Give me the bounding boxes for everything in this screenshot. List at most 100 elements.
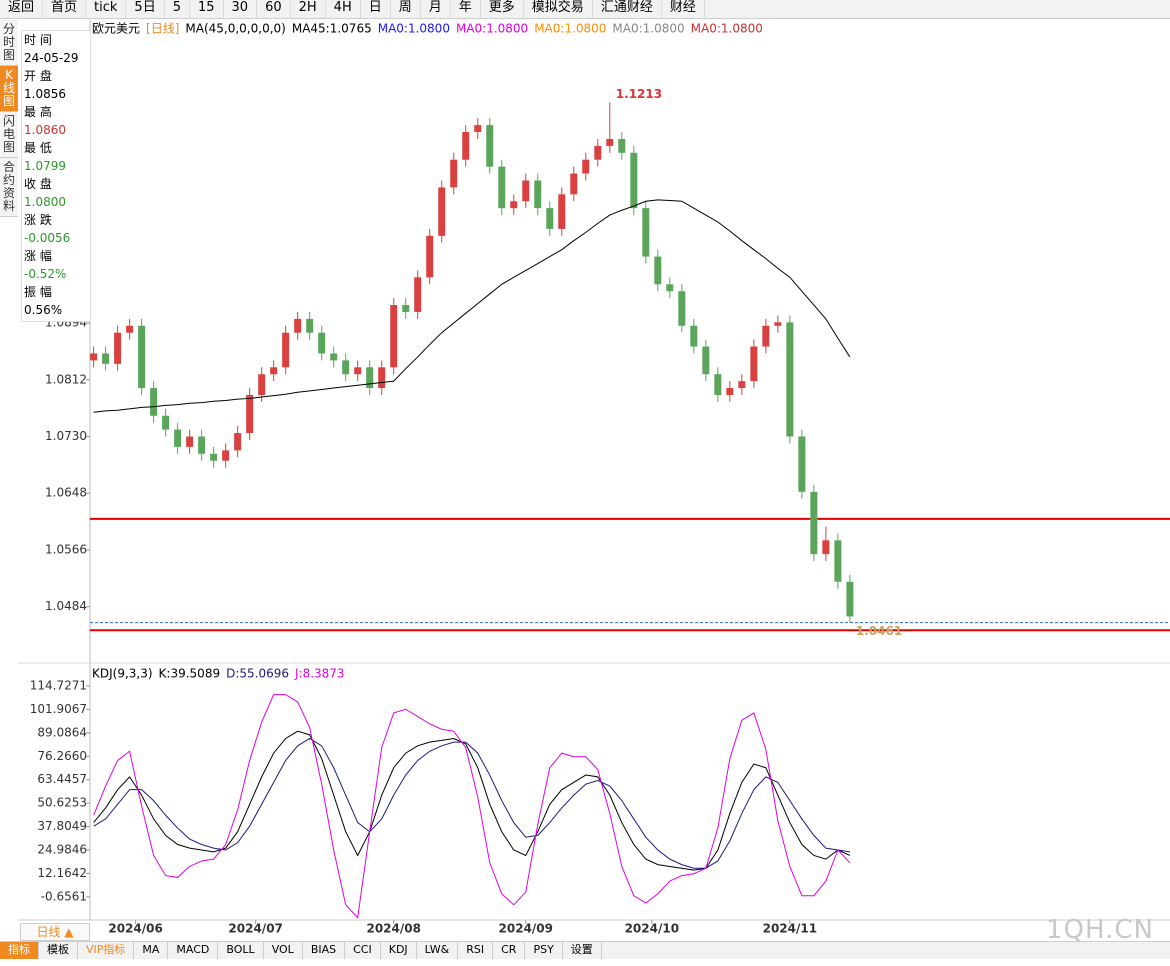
toolbar-button[interactable]: 日 [361,0,391,18]
candle-body [630,152,638,209]
candle-body [450,159,458,188]
period-label: [日线] [146,22,179,36]
candle-body [186,436,194,447]
indicator-tab[interactable]: CR [493,942,526,959]
x-tick-label: 2024/08 [366,922,420,936]
candle-body [294,318,302,333]
y-tick-label: 12.1642 [37,866,87,880]
candle-body [846,581,854,617]
info-value: -0.0056 [24,231,71,245]
candle-body [126,325,134,333]
candle-body [90,353,98,361]
indicator-tab[interactable]: 指标 [0,942,39,959]
toolbar-button[interactable]: 4H [326,0,361,18]
candle-body [786,322,794,437]
candle-body [414,277,422,312]
toolbar-button[interactable]: 汇通财经 [593,0,662,18]
indicator-tab[interactable]: 模板 [39,942,78,959]
info-panel: 时 间 24-05-29 开 盘 1.0856 最 高 1.0860 最 低 1.0799 收 … [21,30,91,322]
candle-body [822,540,830,555]
indicator-tab[interactable]: MACD [168,942,219,959]
candle-body [390,305,398,368]
bottom-tabs: 指标 模板 VIP指标 MA MACD BOLL VOL BIAS CCI KDJ LW& RSI CR… [0,941,1170,959]
info-label: 涨 跌 [24,213,52,227]
candle-body [738,381,746,389]
toolbar-button[interactable]: 5 [165,0,190,18]
indicator-line [93,730,851,871]
info-label: 开 盘 [24,69,52,83]
legend-entry: MA0:1.0800 [534,22,606,36]
legend-entry: MA0:1.0800 [378,22,450,36]
candle-body [138,325,146,389]
indicator-tab[interactable]: BOLL [218,942,264,959]
candle-body [510,201,518,209]
max-label: 1.1213 [616,87,662,101]
legend-entry: J:8.3873 [294,667,345,681]
info-value: 0.56% [24,303,63,317]
indicator-tab[interactable]: VOL [264,942,303,959]
toolbar-button[interactable]: 财经 [662,0,705,18]
candle-body [366,367,374,389]
info-value: 24-05-29 [24,51,79,65]
indicator-tab[interactable]: KDJ [381,942,417,959]
indicator-tab[interactable]: CCI [345,942,381,959]
candle-body [234,433,242,451]
toolbar-button[interactable]: 更多 [481,0,524,18]
y-tick-label: 114.7271 [30,678,87,692]
x-tick-label: 2024/10 [625,922,679,936]
side-tab[interactable]: 分时图 [0,20,18,66]
candle-body [474,125,482,133]
toolbar-button[interactable]: 返回 [0,0,44,18]
candle-body [810,491,818,555]
info-label: 时 间 [24,33,52,47]
toolbar-button[interactable]: 首页 [43,0,87,18]
toolbar-button[interactable]: 2H [291,0,326,18]
candle-body [594,145,602,160]
candle-body [402,305,410,312]
candle-body [270,367,278,375]
candle-body [258,374,266,395]
toolbar-button[interactable]: 5日 [126,0,165,18]
candle-body [306,318,314,333]
side-tab[interactable]: K线图 [0,66,18,112]
candle-body [462,132,470,160]
candle-body [174,429,182,447]
ma-line [93,199,851,413]
candle-body [678,291,686,326]
candle-body [726,388,734,395]
legend-entry: MA0:1.0800 [456,22,528,36]
toolbar-button[interactable]: 15 [190,0,224,18]
toolbar-button[interactable]: 年 [451,0,481,18]
candle-body [378,367,386,389]
y-tick-label: 37.8049 [37,819,87,833]
indicator-tab[interactable]: RSI [458,942,494,959]
candle-body [534,180,542,209]
side-tab[interactable]: 合约资料 [0,158,18,217]
side-tab[interactable]: 闪电图 [0,112,18,158]
y-tick-label: 1.0484 [45,599,87,613]
candle-body [282,332,290,368]
toolbar-button[interactable]: 60 [257,0,291,18]
y-tick-label: 1.0648 [45,486,87,500]
info-value: 1.0856 [24,87,66,101]
indicator-tab[interactable]: LW& [417,942,459,959]
toolbar-button[interactable]: 模拟交易 [524,0,593,18]
y-tick-label: 50.6253 [37,796,87,810]
indicator-tab[interactable]: MA [134,942,169,959]
toolbar-button[interactable]: 月 [421,0,451,18]
indicator-line [93,737,850,869]
candle-body [354,367,362,375]
toolbar-button[interactable]: 周 [391,0,421,18]
toolbar-button[interactable]: 30 [224,0,258,18]
candle-body [426,235,434,278]
period-selector[interactable]: 日线 ▲ [20,923,90,941]
info-value: 1.0800 [24,195,66,209]
candle-body [714,374,722,395]
indicator-tab[interactable]: VIP指标 [78,942,135,959]
toolbar-button[interactable]: tick [86,0,127,18]
indicator-tab[interactable]: 设置 [563,942,602,959]
candle-body [606,138,614,146]
indicator-tab[interactable]: PSY [525,942,563,959]
indicator-tab[interactable]: BIAS [303,942,346,959]
